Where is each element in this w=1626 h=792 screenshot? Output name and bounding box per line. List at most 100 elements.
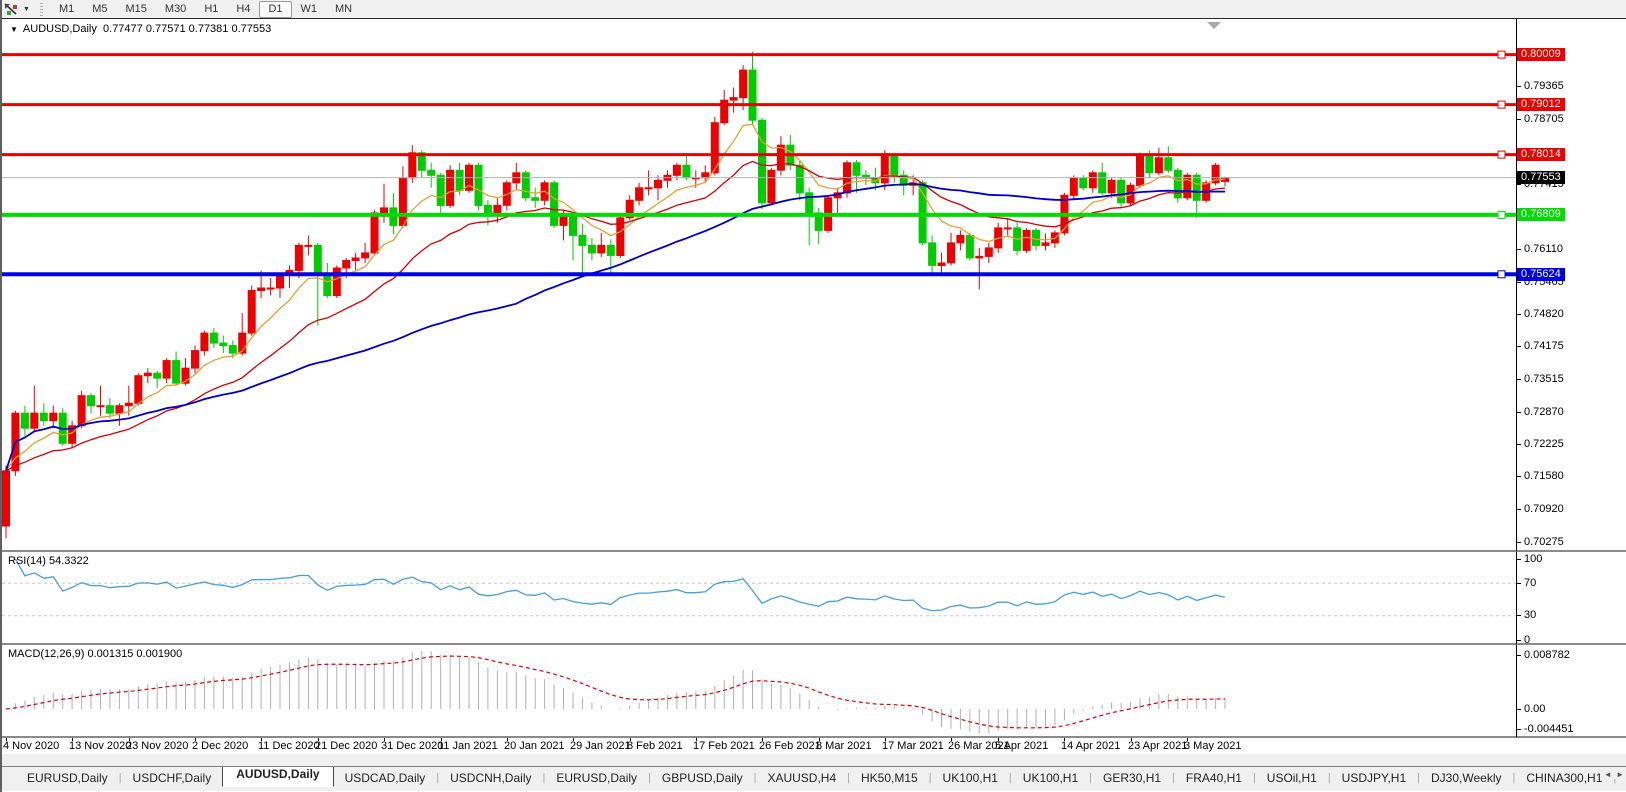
chart-tab-CHINA300-H1[interactable]: CHINA300,H1 [1526,770,1603,785]
timeframe-button-M15[interactable]: M15 [125,2,147,15]
axis-tick-label: 0.70275 [1517,536,1564,549]
timeframe-button-M5[interactable]: M5 [92,2,108,15]
axis-tick-label: 0.73515 [1517,373,1564,386]
chart-tab-UK100-H1[interactable]: UK100,H1 [942,770,998,785]
price-chart-canvas[interactable] [2,19,1516,550]
chart-tab-FRA40-H1[interactable]: FRA40,H1 [1185,770,1242,785]
collapse-icon[interactable]: ▼ [10,25,18,34]
time-axis-label: 8 Feb 2021 [627,740,683,752]
chart-tab-GER30-H1[interactable]: GER30,H1 [1103,770,1162,785]
price-chart-pane[interactable]: ▼ AUDUSD,Daily 0.77477 0.77571 0.77381 0.… [2,19,1516,552]
timeframe-toolbar: ▼ M1 M5 M15 M30 H1 H4 D1 W1 MN [2,0,1626,19]
chart-cursor-icon[interactable] [3,2,20,17]
axis-price-label: 0.76809 [1517,208,1565,221]
chart-tab-DJ30-Weekly[interactable]: DJ30,Weekly [1431,770,1502,785]
time-axis-label: 13 Nov 2020 [69,740,132,752]
tab-separator: | [118,771,122,784]
rsi-axis[interactable]: 100 70 30 0 [1516,552,1626,647]
time-tick [951,738,952,741]
axis-tick-label: 0.78705 [1517,113,1564,126]
symbol-period-label: AUDUSD,Daily [22,23,97,35]
chevron-down-icon[interactable]: ▼ [23,5,30,13]
axis-price-label: 0.78014 [1517,148,1565,161]
chart-tab-AUDUSD-Daily[interactable]: AUDUSD,Daily [222,767,334,787]
timeframe-button-M30[interactable]: M30 [164,2,187,15]
tab-separator: | [436,771,440,784]
axis-tick-label: 70 [1517,577,1536,590]
time-tick [72,738,73,741]
time-axis-label: 20 Jan 2021 [504,740,565,752]
chart-tab-UK100-H1[interactable]: UK100,H1 [1022,770,1079,785]
rsi-canvas[interactable] [2,552,1516,643]
time-tick [998,738,999,741]
macd-pane[interactable]: MACD(12,26,9) 0.001315 0.001900 [2,645,1516,738]
axis-tick-label: 0 [1517,634,1530,647]
time-axis-label: 3 May 2021 [1184,740,1242,752]
time-tick [819,738,820,741]
tab-separator: | [1172,771,1175,784]
ohlc-values: 0.77477 0.77571 0.77381 0.77553 [103,23,272,35]
chart-tab-USDCHF-Daily[interactable]: USDCHF,Daily [132,770,212,785]
tab-scroll-right-icon[interactable]: ► [1616,770,1625,779]
chart-tab-HK50-M15[interactable]: HK50,M15 [860,770,918,785]
rsi-pane[interactable]: RSI(14) 54.3322 [2,552,1516,645]
time-axis-label: 14 Apr 2021 [1061,740,1121,752]
axis-tick-label: 0.74820 [1517,308,1564,321]
price-axis[interactable]: 0.79365 0.78705 0.77415 0.76110 0.75465 0.748… [1516,19,1626,552]
tab-separator: | [928,771,932,784]
timeframe-button-MN[interactable]: MN [335,2,353,15]
axis-tick-label: 0.76110 [1517,243,1563,256]
time-tick [384,738,385,741]
tab-separator: | [753,771,757,784]
time-tick [696,738,697,741]
timeframe-button-D1[interactable]: D1 [259,0,292,18]
tab-scroll-left-icon[interactable]: ◄ [1603,770,1613,779]
chart-tab-XAUUSD-H4[interactable]: XAUUSD,H4 [767,770,837,785]
time-tick [1064,738,1065,741]
macd-axis[interactable]: 0.008782 0.00 -0.004451 [1516,645,1626,738]
chart-tab-EURUSD-Daily[interactable]: EURUSD,Daily [27,770,108,785]
time-tick [507,738,508,741]
macd-canvas[interactable] [2,645,1516,736]
timeframe-button-M1[interactable]: M1 [58,2,75,15]
time-axis-label: 26 Mar 2021 [948,740,1010,752]
time-tick [885,738,886,741]
time-axis-label: 11 Dec 2020 [258,740,320,752]
tab-separator: | [542,771,546,784]
time-axis-label: 11 Jan 2021 [438,740,498,752]
time-tick [261,738,262,741]
time-axis[interactable]: 4 Nov 2020 13 Nov 2020 23 Nov 2020 2 Dec 20… [2,738,1626,754]
axis-price-label: 0.77553 [1517,171,1565,184]
time-axis-label: 26 Feb 2021 [759,740,821,752]
time-axis-label: 2 Dec 2020 [192,740,249,752]
time-axis-label: 23 Nov 2020 [126,740,189,752]
rsi-label: RSI(14) 54.3322 [8,555,89,567]
time-tick [1187,738,1188,741]
axis-price-label: 0.75624 [1517,268,1565,281]
chart-shift-marker[interactable] [1207,22,1221,29]
chart-tab-USOil-H1[interactable]: USOil,H1 [1266,770,1317,785]
chart-tab-USDCAD-Daily[interactable]: USDCAD,Daily [344,770,426,785]
toolbar-grip[interactable] [39,2,43,16]
chart-tab-USDJPY-H1[interactable]: USDJPY,H1 [1341,770,1407,785]
macd-label: MACD(12,26,9) 0.001315 0.001900 [8,648,183,660]
time-tick [6,738,7,741]
tab-separator: | [847,771,850,784]
tab-scroll-arrows: ◄ ► [1600,770,1625,779]
timeframe-button-W1[interactable]: W1 [300,2,318,15]
timeframe-button-H4[interactable]: H4 [236,2,251,15]
time-axis-label: 23 Apr 2021 [1128,740,1188,752]
time-axis-label: 29 Jan 2021 [570,740,631,752]
timeframe-button-H1[interactable]: H1 [204,2,219,15]
time-tick [195,738,196,741]
chart-tab-EURUSD-Daily[interactable]: EURUSD,Daily [556,770,638,785]
axis-tick-label: 0.72870 [1517,406,1564,419]
chart-tab-USDCNH-Daily[interactable]: USDCNH,Daily [450,770,532,785]
time-axis-label: 21 Dec 2020 [315,740,378,752]
chart-title: ▼ AUDUSD,Daily 0.77477 0.77571 0.77381 0.… [10,23,271,35]
axis-tick-label: 0.00 [1517,703,1545,716]
axis-tick-label: 30 [1517,609,1536,622]
time-axis-label: 5 Apr 2021 [995,740,1049,752]
chart-tab-GBPUSD-Daily[interactable]: GBPUSD,Daily [661,770,743,785]
